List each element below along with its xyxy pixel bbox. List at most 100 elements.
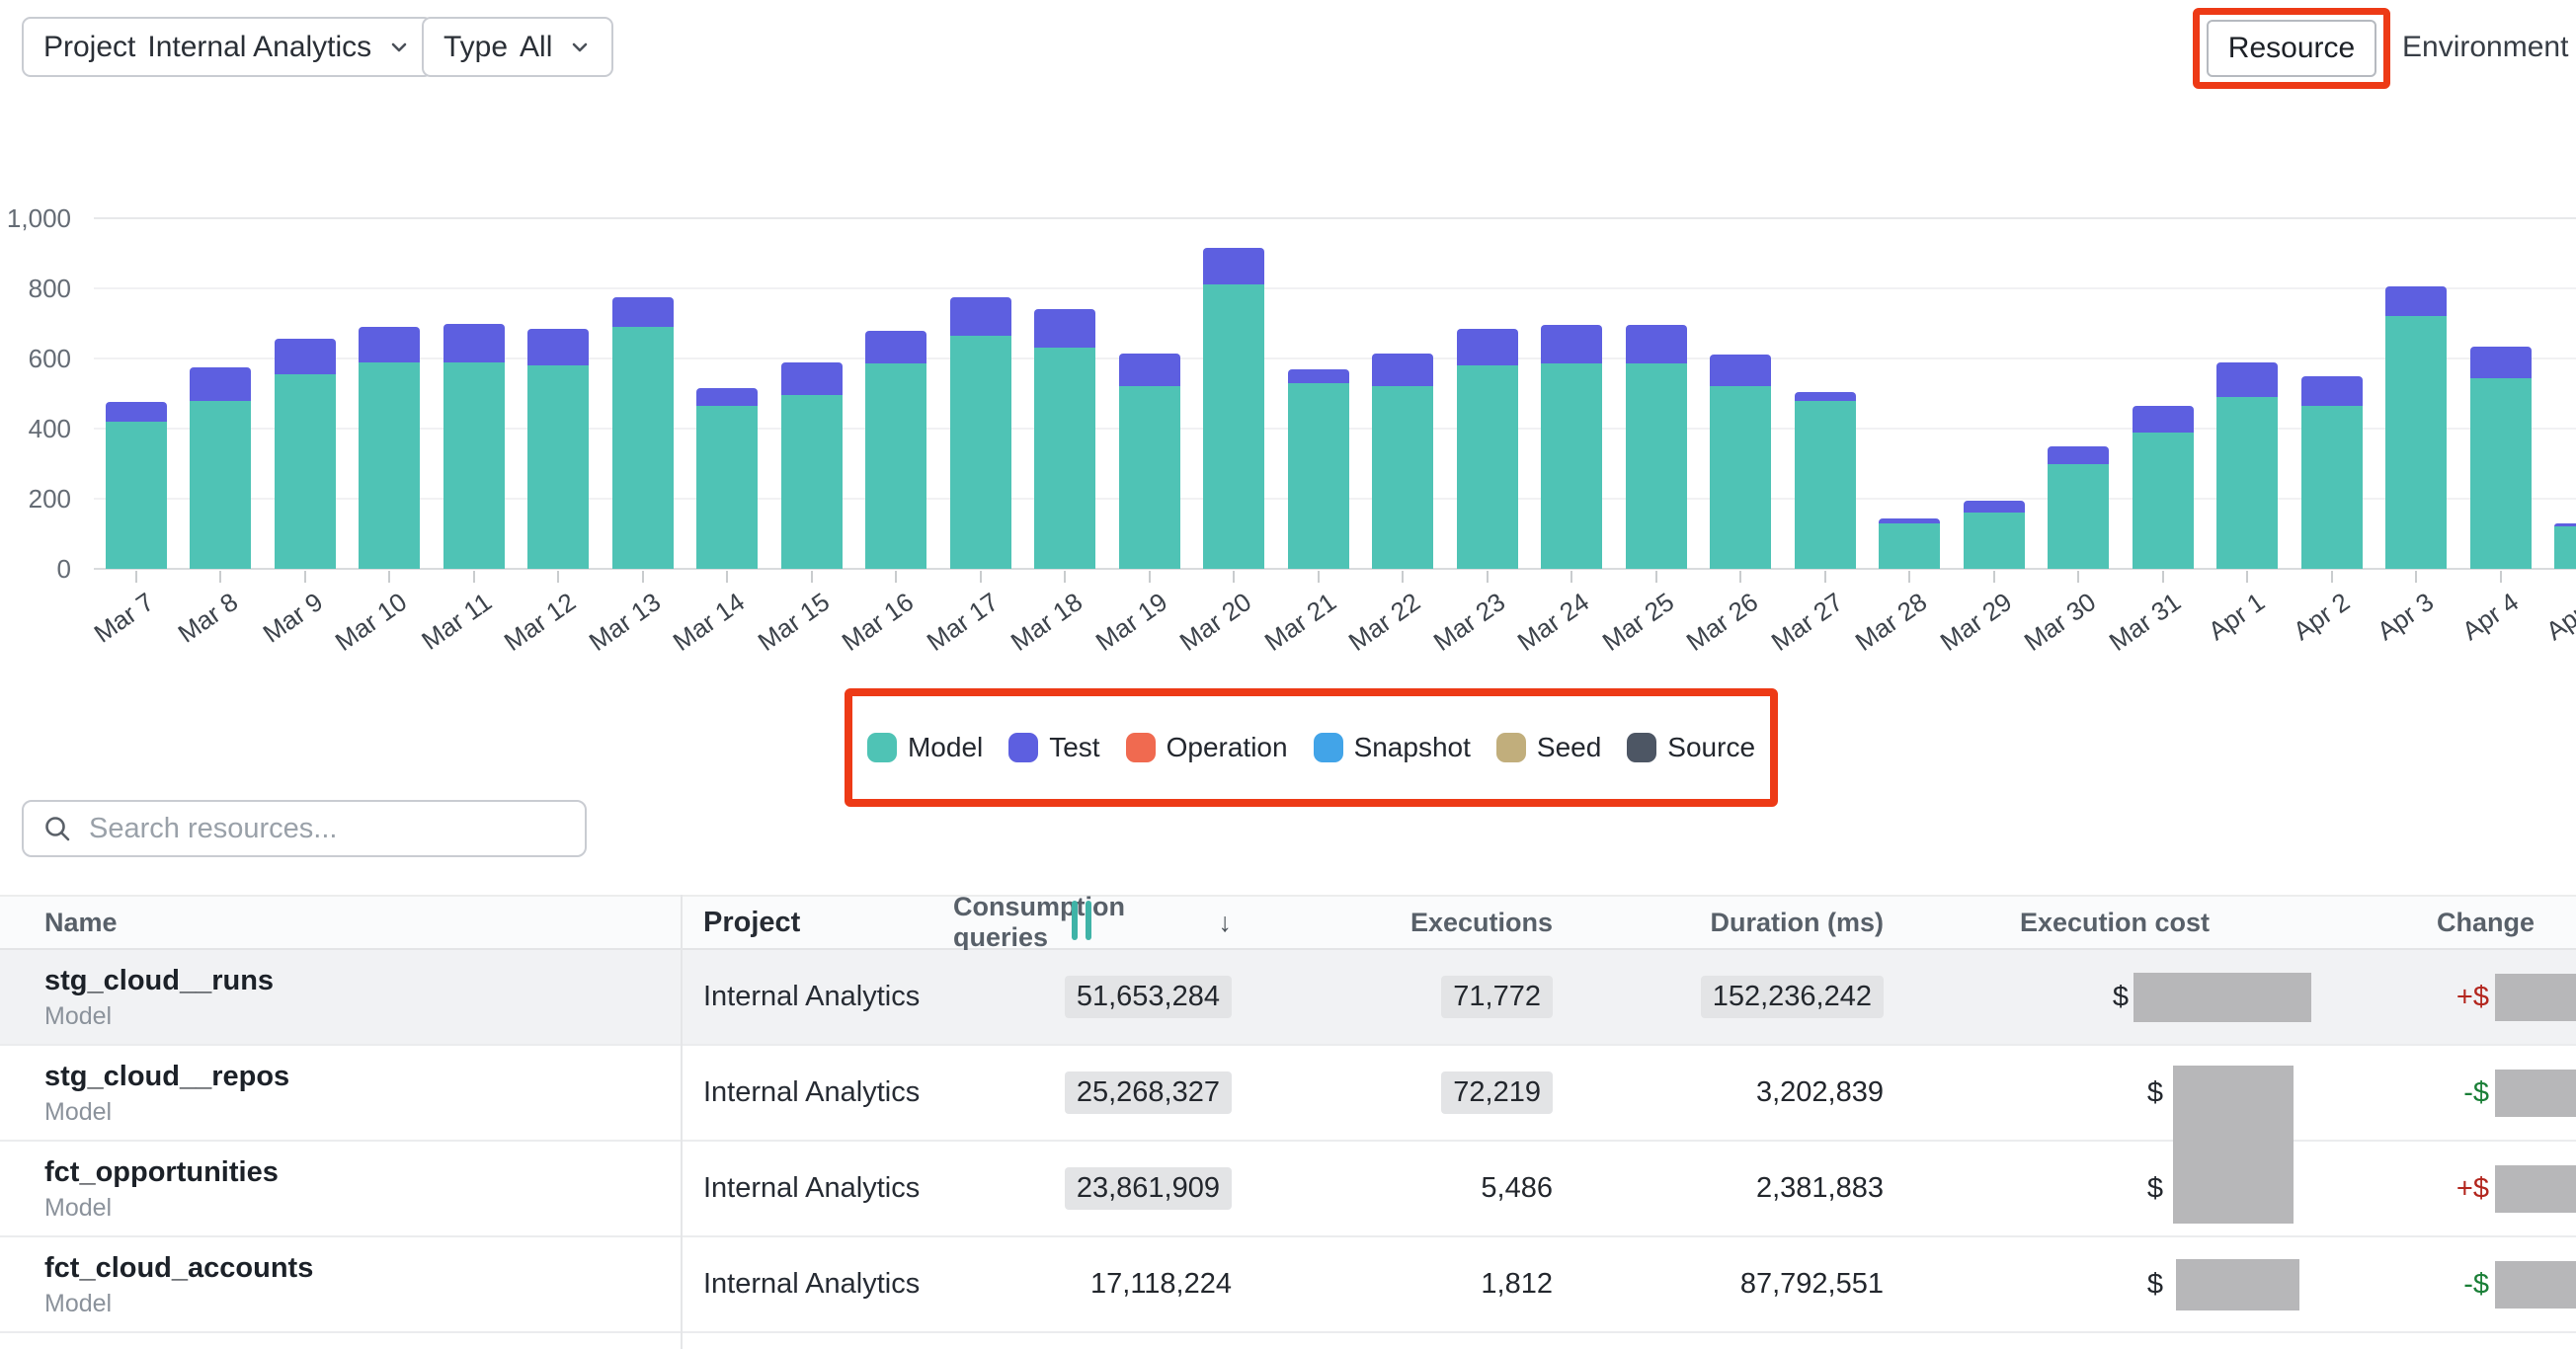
bar-segment-test[interactable] xyxy=(1879,517,1941,523)
column-header-executions[interactable]: Executions xyxy=(1240,897,1561,948)
bar-segment-test[interactable] xyxy=(949,296,1011,336)
column-resize-handle[interactable] xyxy=(1072,901,1091,940)
bar-segment-test[interactable] xyxy=(1710,355,1772,387)
bar-segment-model[interactable] xyxy=(1879,522,1941,569)
bar-segment-test[interactable] xyxy=(1963,500,2025,514)
bar-segment-model[interactable] xyxy=(611,327,674,569)
resource-name-cell[interactable]: stg_cloud__repos Model xyxy=(0,1046,682,1140)
resource-name: fct_opportunities xyxy=(44,1156,279,1188)
bar-segment-model[interactable] xyxy=(2216,397,2279,569)
column-header-name[interactable]: Name xyxy=(0,897,682,948)
column-header-cost[interactable]: Execution cost xyxy=(1892,897,2217,948)
bar-segment-model[interactable] xyxy=(527,365,590,569)
bar-segment-model[interactable] xyxy=(2469,377,2532,569)
bar-segment-model[interactable] xyxy=(1710,386,1772,569)
bar-segment-test[interactable] xyxy=(1372,353,1434,387)
change-prefix: -$ xyxy=(2463,1076,2489,1108)
bar-segment-test[interactable] xyxy=(527,328,590,366)
x-axis-tick xyxy=(1992,571,1995,583)
table-row[interactable]: stg_cloud__repos Model Internal Analytics 2… xyxy=(0,1046,2576,1224)
column-divider xyxy=(681,895,683,1349)
environment-tab[interactable]: Environment xyxy=(2402,17,2568,77)
executions-cell: 1,812 xyxy=(1240,1237,1561,1331)
x-axis-tick xyxy=(2499,571,2502,583)
bar-segment-model[interactable] xyxy=(865,363,927,569)
bar-segment-test[interactable] xyxy=(2216,361,2279,398)
change-prefix: +$ xyxy=(2455,981,2489,1012)
resize-bar-icon xyxy=(1072,901,1078,940)
resource-name-cell[interactable]: fct_cloud_accounts Model xyxy=(0,1237,682,1331)
bar-segment-test[interactable] xyxy=(1794,391,1856,401)
bar-segment-test[interactable] xyxy=(359,327,421,362)
x-axis-tick xyxy=(2330,571,2333,583)
bar-segment-test[interactable] xyxy=(2469,346,2532,378)
table-row[interactable]: fct_cloud_accounts Model Internal Analytic… xyxy=(0,1237,2576,1333)
bar-segment-model[interactable] xyxy=(1541,363,1603,569)
resource-name: stg_cloud__repos xyxy=(44,1061,290,1092)
sort-desc-icon: ↓ xyxy=(1218,907,1233,937)
y-axis-tick-label: 1,000 xyxy=(6,203,71,233)
bar-segment-test[interactable] xyxy=(1034,309,1096,349)
bar-segment-model[interactable] xyxy=(1625,363,1687,569)
bar-segment-test[interactable] xyxy=(190,366,252,401)
bar-segment-test[interactable] xyxy=(1203,248,1265,285)
bar-segment-model[interactable] xyxy=(1034,348,1096,569)
bar-segment-model[interactable] xyxy=(1794,400,1856,569)
bar-segment-test[interactable] xyxy=(443,323,505,362)
bar-segment-model[interactable] xyxy=(359,361,421,569)
project-cell: Internal Analytics xyxy=(682,1046,953,1140)
bar-segment-test[interactable] xyxy=(2300,375,2363,406)
bar-segment-test[interactable] xyxy=(2132,405,2194,433)
bar-segment-test[interactable] xyxy=(2385,286,2448,317)
x-axis-tick xyxy=(1908,571,1911,583)
type-filter[interactable]: Type All xyxy=(422,17,614,77)
resource-name-cell[interactable]: fct_opportunities Model xyxy=(0,1142,682,1235)
redaction-block xyxy=(2495,973,2576,1021)
change-cell: +$ xyxy=(2217,950,2576,1044)
bar-segment-model[interactable] xyxy=(1203,284,1265,569)
bar-segment-model[interactable] xyxy=(2554,526,2576,569)
bar-segment-test[interactable] xyxy=(2554,522,2576,527)
search-input[interactable] xyxy=(87,811,567,846)
bar-segment-model[interactable] xyxy=(949,335,1011,569)
bar-segment-model[interactable] xyxy=(1372,386,1434,569)
bar-segment-test[interactable] xyxy=(696,388,759,406)
resource-type: Model xyxy=(44,1002,113,1030)
resource-name-cell[interactable]: stg_cloud__runs Model xyxy=(0,950,682,1044)
bar-segment-model[interactable] xyxy=(1963,513,2025,569)
bar-segment-model[interactable] xyxy=(105,421,167,569)
project-filter[interactable]: Project Internal Analytics xyxy=(22,17,434,77)
column-header-label: Name xyxy=(44,907,118,937)
column-header-duration[interactable]: Duration (ms) xyxy=(1561,897,1892,948)
bar-segment-model[interactable] xyxy=(696,405,759,569)
bar-segment-model[interactable] xyxy=(2132,432,2194,569)
bar-segment-model[interactable] xyxy=(2048,463,2110,569)
bar-segment-model[interactable] xyxy=(274,373,336,569)
bar-segment-test[interactable] xyxy=(1625,325,1687,364)
bar-segment-model[interactable] xyxy=(1287,382,1349,569)
table-row[interactable]: fct_opportunities Model Internal Analytics… xyxy=(0,1142,2576,1237)
bar-segment-test[interactable] xyxy=(1118,353,1180,387)
bar-segment-test[interactable] xyxy=(274,339,336,374)
bar-segment-model[interactable] xyxy=(1118,386,1180,569)
bar-segment-test[interactable] xyxy=(2048,445,2110,464)
table-row[interactable]: stg_cloud__runs Model Internal Analytics 51… xyxy=(0,950,2576,1046)
resource-tab[interactable]: Resource xyxy=(2207,20,2376,77)
bar-segment-model[interactable] xyxy=(443,361,505,569)
bar-segment-model[interactable] xyxy=(190,400,252,569)
bar-segment-test[interactable] xyxy=(611,296,674,328)
bar-segment-test[interactable] xyxy=(1456,328,1518,366)
bar-segment-model[interactable] xyxy=(2300,405,2363,569)
bar-segment-model[interactable] xyxy=(2385,316,2448,569)
legend-label: Model xyxy=(907,732,984,762)
bar-segment-test[interactable] xyxy=(1287,368,1349,383)
bar-segment-test[interactable] xyxy=(1541,325,1603,364)
bar-segment-test[interactable] xyxy=(780,361,843,396)
bar-segment-test[interactable] xyxy=(105,402,167,422)
bar-segment-model[interactable] xyxy=(1456,365,1518,569)
column-header-change[interactable]: Change xyxy=(2217,897,2576,948)
column-header-project[interactable]: Project xyxy=(682,897,953,948)
bar-segment-model[interactable] xyxy=(780,395,843,569)
bar-segment-test[interactable] xyxy=(865,330,927,364)
column-header-consumption[interactable]: Consumption queries ↓ xyxy=(953,892,1240,952)
